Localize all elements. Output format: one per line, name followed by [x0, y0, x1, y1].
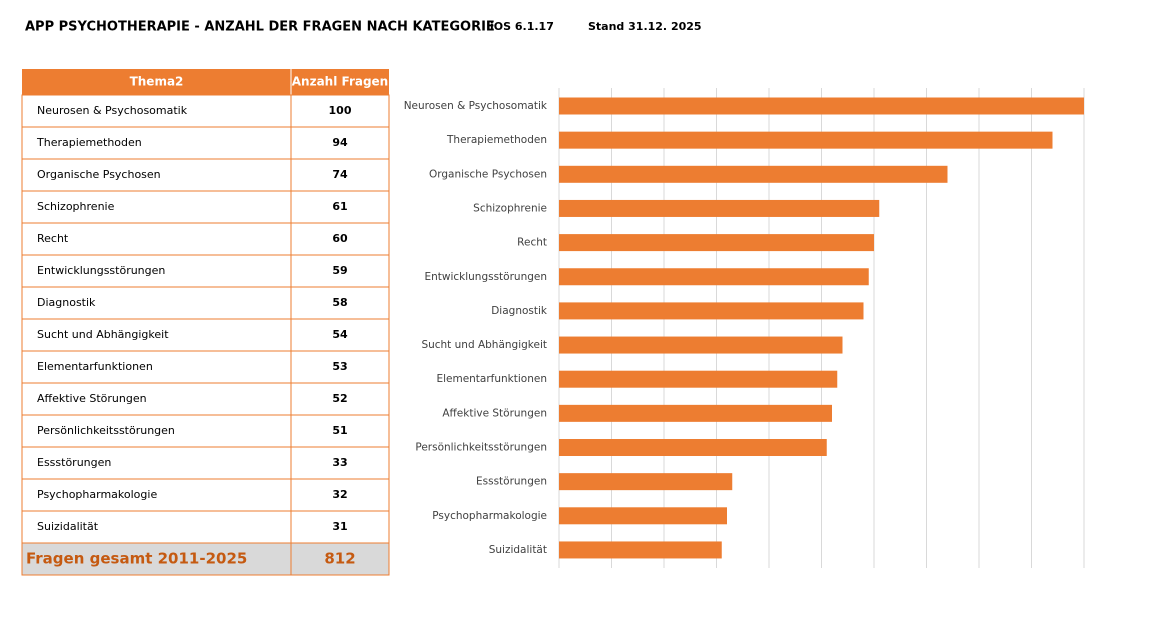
row-label: Essstörungen — [37, 456, 111, 469]
y-tick-label: Entwicklungsstörungen — [424, 271, 547, 283]
y-tick-label: Elementarfunktionen — [436, 373, 547, 385]
column-header: Thema2 — [130, 75, 184, 89]
row-value: 51 — [332, 424, 347, 437]
bar — [559, 507, 727, 525]
y-tick-label: Organische Psychosen — [429, 168, 547, 180]
table-row — [21, 254, 390, 288]
table-row — [21, 478, 390, 512]
table-row — [21, 286, 390, 320]
y-tick-label: Psychopharmakologie — [432, 510, 547, 522]
y-tick-label: Therapiemethoden — [446, 134, 547, 146]
y-tick-label: Sucht und Abhängigkeit — [421, 339, 547, 351]
bar — [559, 234, 874, 252]
column-header: Anzahl Fragen — [292, 75, 388, 89]
table-row — [21, 350, 390, 384]
row-label: Neurosen & Psychosomatik — [37, 104, 188, 117]
row-label: Persönlichkeitsstörungen — [37, 424, 175, 437]
row-label: Organische Psychosen — [37, 168, 161, 181]
bar — [559, 131, 1053, 149]
table-row — [21, 158, 390, 192]
row-label: Psychopharmakologie — [37, 488, 157, 501]
row-value: 74 — [332, 168, 348, 181]
table-row — [21, 446, 390, 480]
y-tick-label: Persönlichkeitsstörungen — [415, 442, 547, 454]
row-label: Elementarfunktionen — [37, 360, 153, 373]
total-label: Fragen gesamt 2011-2025 — [26, 550, 247, 568]
row-value: 100 — [329, 104, 352, 117]
version: iOS 6.1.17 — [490, 20, 554, 33]
bar — [559, 541, 722, 559]
table-row — [21, 318, 390, 352]
row-label: Recht — [37, 232, 69, 245]
row-value: 61 — [332, 200, 347, 213]
row-value: 33 — [332, 456, 347, 469]
y-tick-label: Diagnostik — [491, 305, 548, 317]
y-tick-label: Schizophrenie — [473, 202, 547, 214]
bar — [559, 165, 948, 183]
row-label: Therapiemethoden — [36, 136, 142, 149]
bar — [559, 473, 733, 491]
bar — [559, 336, 843, 354]
row-value: 58 — [332, 296, 347, 309]
bar — [559, 404, 832, 422]
bar — [559, 268, 869, 286]
bar — [559, 199, 880, 217]
table-row — [21, 222, 390, 256]
row-value: 52 — [332, 392, 347, 405]
title: APP PSYCHOTHERAPIE - ANZAHL DER FRAGEN N… — [25, 20, 495, 35]
bar — [559, 439, 827, 456]
y-tick-label: Suizidalität — [489, 544, 547, 556]
y-tick-label: Recht — [517, 237, 547, 249]
row-value: 94 — [332, 136, 348, 149]
table-row — [21, 190, 390, 224]
row-value: 54 — [332, 328, 348, 341]
row-label: Suizidalität — [37, 520, 99, 533]
row-label: Affektive Störungen — [37, 392, 147, 405]
bar — [559, 370, 838, 388]
total-row — [21, 542, 390, 576]
row-value: 32 — [332, 488, 347, 501]
y-tick-label: Essstörungen — [476, 476, 547, 488]
y-tick-label: Affektive Störungen — [442, 407, 547, 419]
bar — [559, 97, 1084, 115]
row-value: 53 — [332, 360, 347, 373]
y-tick-label: Neurosen & Psychosomatik — [404, 100, 548, 112]
table-header — [22, 69, 389, 95]
row-label: Diagnostik — [37, 296, 96, 309]
row-label: Entwicklungsstörungen — [37, 264, 165, 277]
total-value: 812 — [324, 550, 355, 568]
row-label: Sucht und Abhängigkeit — [37, 328, 169, 341]
bar — [559, 302, 864, 320]
table-row — [21, 414, 390, 448]
row-value: 59 — [332, 264, 347, 277]
row-label: Schizophrenie — [37, 200, 115, 213]
row-value: 60 — [332, 232, 348, 245]
table-row — [21, 94, 390, 128]
row-value: 31 — [332, 520, 347, 533]
date: Stand 31.12. 2025 — [588, 20, 702, 33]
table-row — [21, 510, 390, 544]
